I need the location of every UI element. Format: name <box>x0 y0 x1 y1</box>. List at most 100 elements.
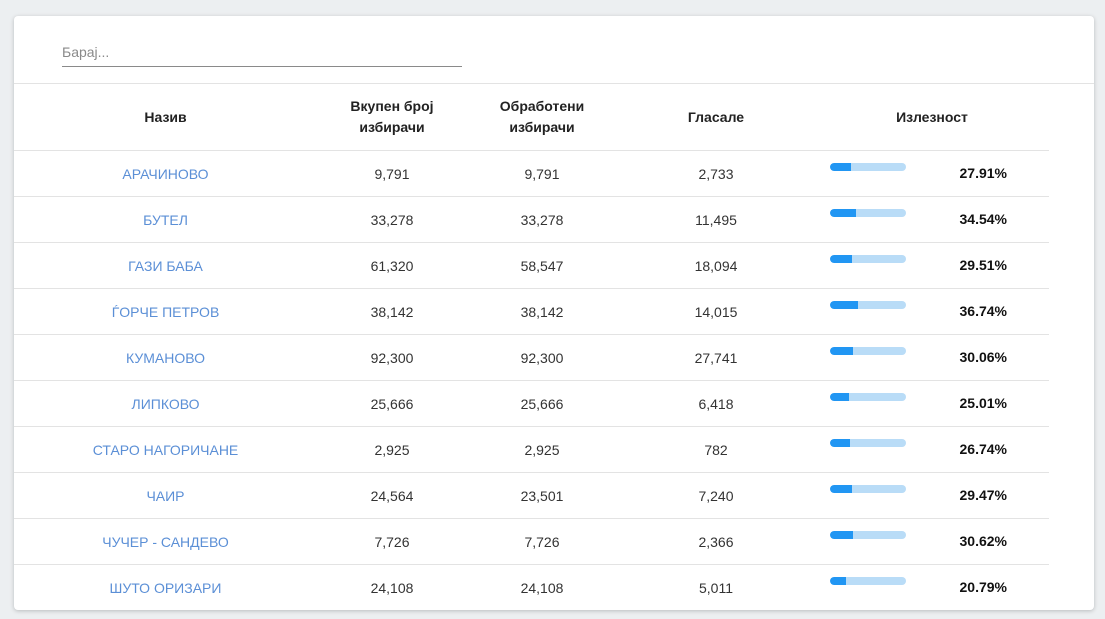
cell-voted: 7,240 <box>617 472 815 519</box>
header-label: Вкупен број <box>350 98 434 114</box>
turnout-percent: 36.74% <box>959 303 1007 319</box>
table-row: БУТЕЛ 33,278 33,278 11,495 34.54% <box>14 196 1049 243</box>
cell-processed-voters: 9,791 <box>467 150 617 197</box>
cell-name: ЧУЧЕР - САНДЕВО <box>14 518 317 565</box>
cell-name: ЃОРЧЕ ПЕТРОВ <box>14 288 317 335</box>
cell-voted: 6,418 <box>617 380 815 427</box>
cell-voted: 11,495 <box>617 196 815 243</box>
turnout-percent: 30.06% <box>959 349 1007 365</box>
cell-name: КУМАНОВО <box>14 334 317 381</box>
cell-voted: 14,015 <box>617 288 815 335</box>
cell-processed-voters: 38,142 <box>467 288 617 335</box>
municipality-link[interactable]: ЧАИР <box>146 487 185 504</box>
table-row: ЧАИР 24,564 23,501 7,240 29.47% <box>14 472 1049 519</box>
municipality-link[interactable]: ГАЗИ БАБА <box>128 257 203 274</box>
cell-processed-voters: 58,547 <box>467 242 617 289</box>
divider <box>14 83 1094 84</box>
cell-total-voters: 24,564 <box>317 472 467 519</box>
turnout-percent: 27.91% <box>959 165 1007 181</box>
cell-processed-voters: 23,501 <box>467 472 617 519</box>
cell-processed-voters: 25,666 <box>467 380 617 427</box>
municipality-link[interactable]: КУМАНОВО <box>126 349 205 366</box>
turnout-percent: 25.01% <box>959 395 1007 411</box>
turnout-percent: 20.79% <box>959 579 1007 595</box>
cell-processed-voters: 33,278 <box>467 196 617 243</box>
table-row: ЛИПКОВО 25,666 25,666 6,418 25.01% <box>14 380 1049 427</box>
turnout-progress-bar <box>830 485 906 493</box>
cell-turnout: 25.01% <box>815 380 1049 427</box>
cell-voted: 2,366 <box>617 518 815 565</box>
cell-name: ЛИПКОВО <box>14 380 317 427</box>
turnout-progress-bar <box>830 209 906 217</box>
cell-total-voters: 7,726 <box>317 518 467 565</box>
turnout-progress-fill <box>830 301 858 309</box>
turnout-progress-bar <box>830 531 906 539</box>
cell-total-voters: 24,108 <box>370 579 414 596</box>
cell-name: ГАЗИ БАБА <box>14 242 317 289</box>
cell-processed-voters: 92,300 <box>467 334 617 381</box>
column-header-turnout[interactable]: Излезност <box>815 84 1049 151</box>
cell-total-voters: 92,300 <box>317 334 467 381</box>
cell-voted: 2,733 <box>617 150 815 197</box>
cell-name: СТАРО НАГОРИЧАНЕ <box>14 426 317 473</box>
turnout-percent: 29.47% <box>959 487 1007 503</box>
search-field[interactable] <box>62 40 462 67</box>
table-row: СТАРО НАГОРИЧАНЕ 2,925 2,925 782 26.74% <box>14 426 1049 473</box>
search-input[interactable] <box>62 40 462 64</box>
turnout-percent: 30.62% <box>959 533 1007 549</box>
cell-turnout: 30.06% <box>815 334 1049 381</box>
table-row: ЧУЧЕР - САНДЕВО 7,726 7,726 2,366 30.62% <box>14 518 1049 565</box>
column-header-voted[interactable]: Гласале <box>617 84 815 151</box>
column-header-processed-voters[interactable]: Обработени избирачи <box>467 84 617 151</box>
turnout-progress-bar <box>830 439 906 447</box>
turnout-progress-fill <box>830 485 853 493</box>
cell-turnout: 26.74% <box>815 426 1049 473</box>
cell-total-voters: 38,142 <box>317 288 467 335</box>
cell-turnout: 34.54% <box>815 196 1049 243</box>
municipality-link[interactable]: БУТЕЛ <box>143 211 188 228</box>
turnout-progress-fill <box>830 531 854 539</box>
column-header-total-voters[interactable]: Вкупен број избирачи <box>317 84 467 151</box>
cell-name: ШУТО ОРИЗАРИ <box>14 565 317 611</box>
column-header-name[interactable]: Назив <box>14 84 317 151</box>
municipality-link[interactable]: ЛИПКОВО <box>131 395 200 412</box>
header-label: Гласале <box>687 108 745 125</box>
municipality-link[interactable]: ЧУЧЕР - САНДЕВО <box>102 533 229 550</box>
turnout-progress-fill <box>830 347 853 355</box>
turnout-percent: 26.74% <box>959 441 1007 457</box>
cell-turnout: 36.74% <box>815 288 1049 335</box>
cell-voted: 5,011 <box>699 579 733 596</box>
cell-turnout: 20.79% <box>815 565 1049 611</box>
cell-turnout: 29.47% <box>815 472 1049 519</box>
municipality-link[interactable]: ЃОРЧЕ ПЕТРОВ <box>111 303 220 320</box>
table-row: АРАЧИНОВО 9,791 9,791 2,733 27.91% <box>14 150 1049 197</box>
table-row: ШУТО ОРИЗАРИ 24,108 24,108 5,011 20.79% <box>14 565 1049 611</box>
cell-processed-voters: 2,925 <box>467 426 617 473</box>
cell-name: БУТЕЛ <box>14 196 317 243</box>
table-row: ЃОРЧЕ ПЕТРОВ 38,142 38,142 14,015 36.74% <box>14 288 1049 335</box>
turnout-progress-fill <box>830 163 852 171</box>
cell-turnout: 29.51% <box>815 242 1049 289</box>
cell-turnout: 30.62% <box>815 518 1049 565</box>
results-table: Назив Вкупен број избирачи Обработени из… <box>14 84 1049 610</box>
cell-total-voters: 33,278 <box>317 196 467 243</box>
municipality-link[interactable]: СТАРО НАГОРИЧАНЕ <box>92 441 239 458</box>
turnout-progress-fill <box>830 393 849 401</box>
table-body: АРАЧИНОВО 9,791 9,791 2,733 27.91% БУТЕЛ 33,27… <box>14 150 1049 611</box>
municipality-link[interactable]: ШУТО ОРИЗАРИ <box>109 579 222 596</box>
cell-voted: 782 <box>617 426 815 473</box>
header-label: избирачи <box>509 119 575 135</box>
turnout-progress-bar <box>830 301 906 309</box>
turnout-progress-bar <box>830 347 906 355</box>
turnout-progress-bar <box>830 577 906 585</box>
turnout-progress-bar <box>830 393 906 401</box>
municipality-link[interactable]: АРАЧИНОВО <box>122 165 209 182</box>
cell-total-voters: 61,320 <box>317 242 467 289</box>
cell-voted: 27,741 <box>617 334 815 381</box>
cell-total-voters: 2,925 <box>317 426 467 473</box>
table-header: Назив Вкупен број избирачи Обработени из… <box>14 84 1049 151</box>
header-label: Назив <box>144 108 187 125</box>
header-label: избирачи <box>359 119 425 135</box>
turnout-progress-bar <box>830 255 906 263</box>
cell-voted: 18,094 <box>617 242 815 289</box>
